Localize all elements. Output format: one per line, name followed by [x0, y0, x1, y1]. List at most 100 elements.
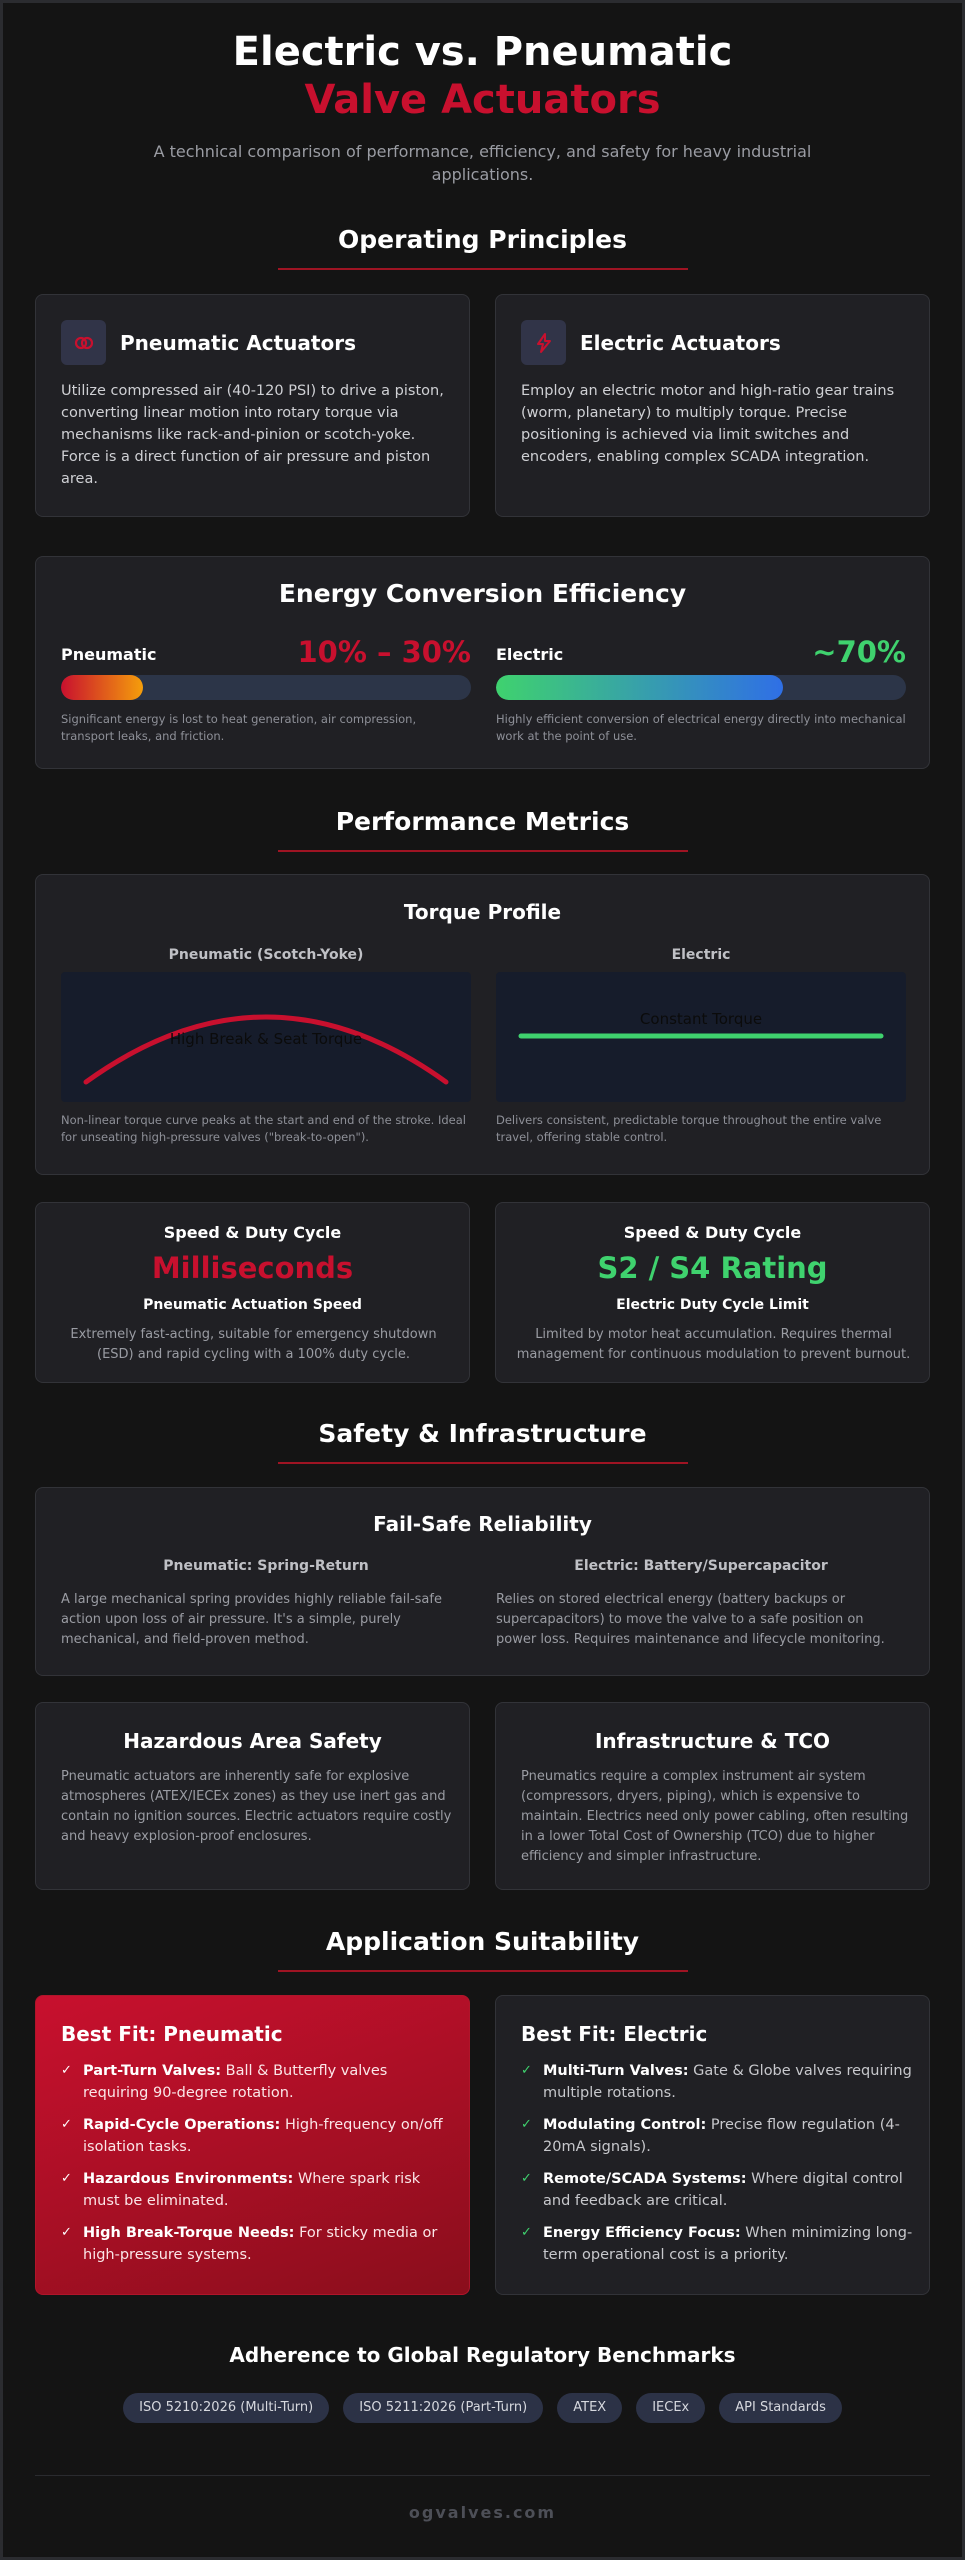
fit-item-title: Rapid-Cycle Operations:	[83, 2117, 281, 2133]
section-operating-principles: Operating Principles	[0, 224, 965, 270]
torque-sub-label: Pneumatic (Scotch-Yoke)	[168, 947, 364, 963]
section-application-suitability: Application Suitability	[0, 1926, 965, 1972]
efficiency-note: Highly efficient conversion of electrica…	[496, 712, 906, 743]
card-title: Fail-Safe Reliability	[373, 1512, 592, 1536]
speed-label: Pneumatic Actuation Speed	[143, 1297, 362, 1313]
card-title: Torque Profile	[403, 900, 562, 924]
card-title: Best Fit: Pneumatic	[61, 2022, 283, 2046]
fit-item-text: Precise flow regulation (4-20mA signals)…	[543, 2117, 900, 2155]
standards-pill-row: ISO 5210:2026 (Multi-Turn) ISO 5211:2026…	[0, 2393, 965, 2423]
duty-cycle-value: S2 / S4 Rating	[597, 1251, 828, 1285]
page-title-line-2: Valve Actuators	[304, 77, 661, 123]
card-title: Energy Conversion Efficiency	[278, 579, 687, 608]
torque-curve-svg: Constant Torque	[518, 1010, 884, 1039]
list-item: ✓ Part-Turn Valves: Ball & Butterfly valv…	[61, 2060, 456, 2104]
efficiency-note: Significant energy is lost to heat gener…	[61, 712, 417, 743]
failsafe-pneumatic: Pneumatic: Spring-Return A large mechani…	[61, 1558, 471, 1650]
torque-curve-svg: High Break & Seat Torque	[83, 1014, 449, 1085]
lightning-icon-glyph	[536, 332, 551, 353]
check-icon: ✓	[61, 2225, 72, 2240]
failsafe-sub-label: Electric: Battery/Supercapacitor	[574, 1558, 828, 1574]
footer-divider	[35, 2475, 930, 2476]
speed-value: Milliseconds	[151, 1251, 354, 1285]
check-icon: ✓	[61, 2117, 72, 2132]
card-title: Infrastructure & TCO	[594, 1729, 831, 1753]
duty-cycle-label: Electric Duty Cycle Limit	[616, 1297, 809, 1313]
fit-list: ✓ Multi-Turn Valves: Gate & Globe valves …	[521, 2060, 916, 2276]
card-body: Pneumatics require a complex instrument …	[521, 1769, 909, 1864]
torque-curve-label: High Break & Seat Torque	[170, 1030, 362, 1048]
section-title: Application Suitability	[325, 1927, 640, 1956]
card-pneumatic-speed: Speed & Duty Cycle Milliseconds Pneumati…	[35, 1202, 470, 1383]
fit-item-text: When minimizing long-term operational co…	[543, 2225, 913, 2263]
efficiency-value: ~70%	[812, 635, 906, 669]
standard-pill: API Standards	[719, 2393, 842, 2423]
check-icon: ✓	[521, 2225, 532, 2240]
fit-item-title: Energy Efficiency Focus:	[543, 2225, 741, 2241]
list-item: ✓ Multi-Turn Valves: Gate & Globe valves …	[521, 2060, 916, 2104]
card-title: Electric Actuators	[580, 330, 781, 355]
check-icon: ✓	[521, 2063, 532, 2078]
list-item: ✓ Rapid-Cycle Operations: High-frequency …	[61, 2114, 456, 2158]
list-item: ✓ Modulating Control: Precise flow regula…	[521, 2114, 916, 2158]
efficiency-value: 10% – 30%	[297, 635, 471, 669]
card-electric-principle: Electric Actuators Employ an electric mo…	[495, 294, 930, 517]
page-subtitle: A technical comparison of performance, e…	[153, 142, 812, 184]
card-title: Best Fit: Electric	[521, 2022, 708, 2046]
page-title-line-1: Electric vs. Pneumatic	[232, 29, 733, 75]
efficiency-bar-track	[496, 675, 906, 700]
card-body: Employ an electric motor and high-ratio …	[521, 383, 895, 465]
fit-item-title: Multi-Turn Valves:	[543, 2063, 689, 2079]
fit-item-text: Gate & Globe valves requiring multiple r…	[543, 2063, 912, 2101]
card-title: Hazardous Area Safety	[123, 1729, 382, 1753]
section-divider	[277, 268, 688, 270]
section-performance-metrics: Performance Metrics	[0, 806, 965, 852]
failsafe-body: Relies on stored electrical energy (batt…	[496, 1592, 885, 1647]
card-energy-efficiency: Energy Conversion Efficiency Pneumatic 1…	[35, 556, 930, 769]
torque-sub-label: Electric	[671, 947, 731, 963]
fit-item-text: High-frequency on/off isolation tasks.	[83, 2117, 443, 2155]
section-title: Safety & Infrastructure	[318, 1419, 647, 1448]
fit-item-text: Ball & Butterfly valves requiring 90-deg…	[83, 2063, 388, 2101]
check-icon: ✓	[61, 2063, 72, 2078]
check-icon: ✓	[521, 2117, 532, 2132]
card-hazardous-area: Hazardous Area Safety Pneumatic actuator…	[35, 1702, 470, 1890]
torque-note: Non-linear torque curve peaks at the sta…	[61, 1113, 466, 1144]
scotch-yoke-torque-curve	[83, 1014, 449, 1085]
fit-item-title: High Break-Torque Needs:	[83, 2225, 295, 2241]
card-body: Pneumatic actuators are inherently safe …	[61, 1769, 452, 1844]
section-safety-infrastructure: Safety & Infrastructure	[0, 1418, 965, 1464]
torque-curve-label: Constant Torque	[640, 1010, 762, 1028]
fit-list: ✓ Part-Turn Valves: Ball & Butterfly valv…	[61, 2060, 456, 2276]
card-kicker: Speed & Duty Cycle	[163, 1223, 342, 1242]
card-fail-safe: Fail-Safe Reliability Pneumatic: Spring-…	[35, 1487, 930, 1676]
torque-curve-plot: High Break & Seat Torque	[61, 972, 471, 1102]
fit-item-title: Hazardous Environments:	[83, 2171, 294, 2187]
fit-item-text: Where spark risk must be eliminated.	[83, 2171, 421, 2209]
standard-pill: ATEX	[557, 2393, 623, 2423]
standard-pill: ISO 5210:2026 (Multi-Turn)	[123, 2393, 330, 2423]
card-electric-duty-cycle: Speed & Duty Cycle S2 / S4 Rating Electr…	[495, 1202, 930, 1383]
efficiency-bar-fill	[61, 675, 143, 700]
card-title: Pneumatic Actuators	[120, 330, 356, 355]
standard-pill: IECEx	[636, 2393, 706, 2423]
failsafe-sub-label: Pneumatic: Spring-Return	[163, 1558, 369, 1574]
footer-brand: ogvalves.com	[408, 2503, 557, 2522]
fit-item-title: Part-Turn Valves:	[83, 2063, 222, 2079]
fit-item-text: For sticky media or high-pressure system…	[83, 2225, 438, 2263]
card-kicker: Speed & Duty Cycle	[623, 1223, 802, 1242]
section-title: Performance Metrics	[335, 807, 630, 836]
card-header: Pneumatic Actuators	[61, 320, 356, 365]
card-header: Electric Actuators	[521, 320, 781, 365]
link-icon-glyph	[74, 336, 93, 349]
list-item: ✓ Energy Efficiency Focus: When minimizin…	[521, 2222, 916, 2266]
torque-electric: Electric Constant Torque Delivers consis…	[496, 947, 906, 1144]
efficiency-bar-fill	[496, 675, 783, 700]
efficiency-label: Electric	[496, 645, 564, 664]
standards-title: Adherence to Global Regulatory Benchmark…	[229, 2343, 736, 2367]
torque-note: Delivers consistent, predictable torque …	[496, 1113, 882, 1144]
card-best-fit-pneumatic: Best Fit: Pneumatic ✓ Part-Turn Valves: B…	[35, 1995, 470, 2295]
check-icon: ✓	[61, 2171, 72, 2186]
fit-item-title: Modulating Control:	[543, 2117, 707, 2133]
